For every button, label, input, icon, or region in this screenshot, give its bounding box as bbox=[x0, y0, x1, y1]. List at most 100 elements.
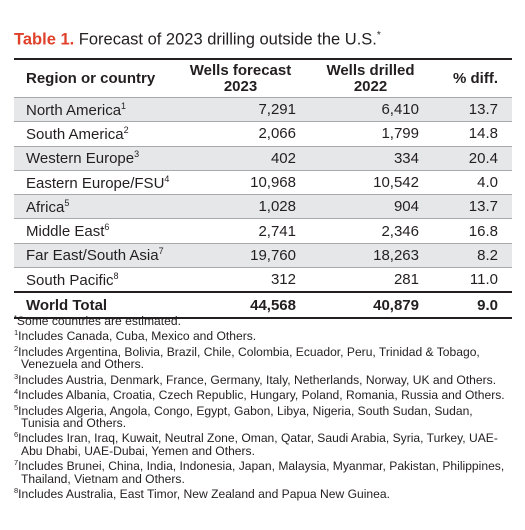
footnote-marker: 4 bbox=[14, 387, 19, 397]
region-cell: Africa5 bbox=[14, 194, 173, 219]
footnote: 3Includes Austria, Denmark, France, Germ… bbox=[14, 371, 512, 386]
footnote-text: Includes Algeria, Angola, Congo, Egypt, … bbox=[18, 403, 473, 431]
region-cell: North America1 bbox=[14, 96, 173, 122]
total-pct: 9.0 bbox=[433, 291, 512, 320]
region-footnote-marker: 4 bbox=[164, 173, 170, 184]
footnote: 7Includes Brunei, China, India, Indonesi… bbox=[14, 457, 512, 485]
pct-diff-cell: 16.8 bbox=[433, 218, 512, 244]
footnote: 4Includes Albania, Croatia, Czech Republ… bbox=[14, 386, 512, 401]
table-row: South Pacific8 312 281 11.0 bbox=[14, 267, 512, 293]
header-forecast-line2: 2023 bbox=[223, 77, 258, 95]
drilled-cell: 6,410 bbox=[308, 96, 433, 122]
pct-diff-cell: 8.2 bbox=[433, 242, 512, 268]
region-name: South Pacific bbox=[26, 271, 114, 289]
footnote-text: Includes Iran, Iraq, Kuwait, Neutral Zon… bbox=[18, 431, 498, 458]
total-row: World Total 44,568 40,879 9.0 bbox=[14, 291, 512, 320]
footnote-text: Includes Canada, Cuba, Mexico and Others… bbox=[18, 329, 257, 344]
table-row: Middle East6 2,741 2,346 16.8 bbox=[14, 218, 512, 244]
region-cell: Eastern Europe/FSU4 bbox=[14, 169, 173, 195]
caption-footnote-marker: * bbox=[376, 30, 381, 41]
forecast-cell: 1,028 bbox=[173, 194, 308, 219]
pct-diff-cell: 13.7 bbox=[433, 194, 512, 219]
pct-diff-cell: 20.4 bbox=[433, 145, 512, 171]
pct-diff-cell: 11.0 bbox=[433, 267, 512, 293]
region-cell: Middle East6 bbox=[14, 218, 173, 244]
footnote: *Some countries are estimated. bbox=[14, 312, 512, 327]
region-name: North America bbox=[26, 101, 122, 119]
header-region: Region or country bbox=[26, 69, 156, 87]
footnote: 1Includes Canada, Cuba, Mexico and Other… bbox=[14, 327, 512, 342]
region-footnote-marker: 8 bbox=[113, 270, 119, 281]
footnote: 6Includes Iran, Iraq, Kuwait, Neutral Zo… bbox=[14, 429, 512, 457]
footnote-text: Includes Austria, Denmark, France, Germa… bbox=[18, 372, 497, 387]
footnote-marker: * bbox=[14, 313, 17, 322]
region-cell: Far East/South Asia7 bbox=[14, 242, 173, 268]
drilling-table: Region or country Wells forecast 2023 Wel… bbox=[14, 60, 512, 320]
top-rule bbox=[14, 58, 512, 60]
region-name: Middle East bbox=[26, 223, 105, 241]
region-footnote-marker: 5 bbox=[64, 197, 70, 208]
forecast-cell: 402 bbox=[173, 145, 308, 171]
footnote-marker: 3 bbox=[14, 371, 19, 381]
table-title: Table 1. Forecast of 2023 drilling outsi… bbox=[14, 30, 381, 50]
footnote-marker: 7 bbox=[14, 458, 19, 468]
region-cell: Western Europe3 bbox=[14, 145, 173, 171]
table-caption: Forecast of 2023 drilling outside the U.… bbox=[74, 30, 377, 49]
footnote: 2Includes Argentina, Bolivia, Brazil, Ch… bbox=[14, 343, 512, 371]
table-row: Eastern Europe/FSU4 10,968 10,542 4.0 bbox=[14, 169, 512, 195]
footnote: 8Includes Australia, East Timor, New Zea… bbox=[14, 485, 512, 500]
region-cell: South Pacific8 bbox=[14, 267, 173, 293]
forecast-cell: 2,066 bbox=[173, 121, 308, 147]
header-row: Region or country Wells forecast 2023 Wel… bbox=[14, 60, 512, 98]
table-row: Western Europe3 402 334 20.4 bbox=[14, 145, 512, 171]
drilled-cell: 904 bbox=[308, 194, 433, 219]
region-cell: South America2 bbox=[14, 121, 173, 147]
footnote-text: Includes Australia, East Timor, New Zeal… bbox=[18, 487, 390, 502]
pct-diff-cell: 4.0 bbox=[433, 169, 512, 195]
footnote-marker: 5 bbox=[14, 402, 19, 412]
footnote-marker: 8 bbox=[14, 486, 19, 496]
total-label: World Total bbox=[14, 291, 173, 320]
footnote-marker: 2 bbox=[14, 343, 19, 353]
drilled-cell: 10,542 bbox=[308, 169, 433, 195]
region-name: Eastern Europe/FSU bbox=[26, 174, 165, 192]
pct-diff-cell: 14.8 bbox=[433, 121, 512, 147]
region-footnote-marker: 1 bbox=[121, 100, 127, 111]
table-row: South America2 2,066 1,799 14.8 bbox=[14, 121, 512, 147]
table-body: North America1 7,291 6,410 13.7 South Americ… bbox=[14, 96, 512, 320]
forecast-cell: 10,968 bbox=[173, 169, 308, 195]
header-drilled-line1: Wells drilled bbox=[326, 61, 415, 79]
footnote-text: Includes Argentina, Bolivia, Brazil, Chi… bbox=[18, 344, 480, 372]
drilled-cell: 18,263 bbox=[308, 242, 433, 268]
table-row: North America1 7,291 6,410 13.7 bbox=[14, 96, 512, 122]
header-drilled-line2: 2022 bbox=[353, 77, 388, 95]
drilled-cell: 2,346 bbox=[308, 218, 433, 244]
forecast-cell: 19,760 bbox=[173, 242, 308, 268]
table-row: Africa5 1,028 904 13.7 bbox=[14, 194, 512, 219]
header-forecast: Wells forecast 2023 bbox=[173, 60, 308, 98]
header-pct-diff: % diff. bbox=[453, 69, 498, 87]
header-drilled: Wells drilled 2022 bbox=[308, 60, 433, 98]
region-footnote-marker: 3 bbox=[134, 149, 140, 160]
table-row: Far East/South Asia7 19,760 18,263 8.2 bbox=[14, 242, 512, 268]
region-name: Western Europe bbox=[26, 150, 135, 168]
drilled-cell: 334 bbox=[308, 145, 433, 171]
footnote-text: Includes Brunei, China, India, Indonesia… bbox=[18, 459, 505, 486]
region-name: Far East/South Asia bbox=[26, 247, 159, 265]
footnote-marker: 6 bbox=[14, 430, 19, 440]
pct-diff-cell: 13.7 bbox=[433, 96, 512, 122]
region-footnote-marker: 7 bbox=[158, 246, 164, 257]
footnote-text: Includes Albania, Croatia, Czech Republi… bbox=[18, 388, 505, 403]
region-footnote-marker: 6 bbox=[104, 222, 110, 233]
region-footnote-marker: 2 bbox=[123, 124, 129, 135]
header-forecast-line1: Wells forecast bbox=[189, 61, 292, 79]
forecast-cell: 2,741 bbox=[173, 218, 308, 244]
drilled-cell: 1,799 bbox=[308, 121, 433, 147]
drilled-cell: 281 bbox=[308, 267, 433, 293]
forecast-cell: 312 bbox=[173, 267, 308, 293]
footnote: 5Includes Algeria, Angola, Congo, Egypt,… bbox=[14, 402, 512, 430]
region-name: Africa bbox=[26, 198, 65, 216]
total-drilled: 40,879 bbox=[308, 291, 433, 320]
region-name: South America bbox=[26, 125, 124, 143]
